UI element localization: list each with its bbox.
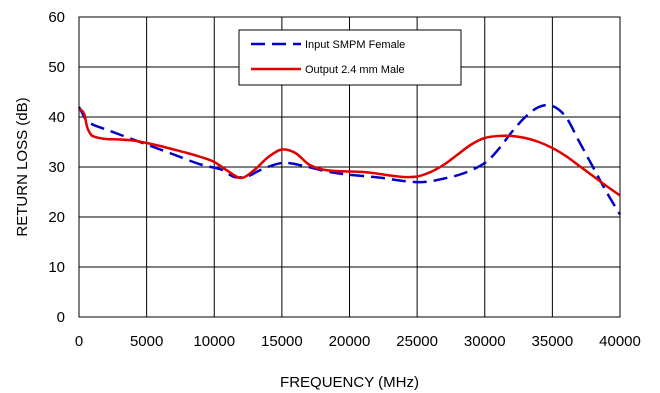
x-tick-label: 30000 <box>464 333 506 350</box>
x-tick-label: 25000 <box>396 333 438 350</box>
y-tick-label: 60 <box>48 9 65 26</box>
x-axis-label: FREQUENCY (MHz) <box>280 374 419 391</box>
x-tick-label: 40000 <box>599 333 641 350</box>
x-tick-label: 15000 <box>261 333 303 350</box>
legend: Input SMPM Female Output 2.4 mm Male <box>238 29 462 86</box>
y-axis-label: RETURN LOSS (dB) <box>14 97 31 236</box>
y-tick-label: 40 <box>48 109 65 126</box>
x-tick-label: 35000 <box>532 333 574 350</box>
x-tick-label: 5000 <box>130 333 163 350</box>
series-lines <box>77 103 622 216</box>
y-tick-label: 20 <box>48 209 65 226</box>
legend-entry-input-smpm-female: Input SMPM Female <box>305 39 405 51</box>
legend-entry-output-2-4mm-male: Output 2.4 mm Male <box>305 64 405 76</box>
x-tick-label: 20000 <box>329 333 371 350</box>
y-tick-label: 30 <box>48 159 65 176</box>
plot-frame <box>78 16 621 318</box>
y-tick-label: 50 <box>48 59 65 76</box>
y-tick-label: 0 <box>57 309 65 326</box>
y-tick-label: 10 <box>48 259 65 276</box>
legend-box <box>238 29 462 86</box>
x-tick-label: 10000 <box>193 333 235 350</box>
series-line-1 <box>78 108 621 197</box>
tick-labels: 0 5000 10000 15000 20000 25000 30000 35000 40000… <box>48 9 641 350</box>
x-tick-label: 0 <box>75 333 83 350</box>
